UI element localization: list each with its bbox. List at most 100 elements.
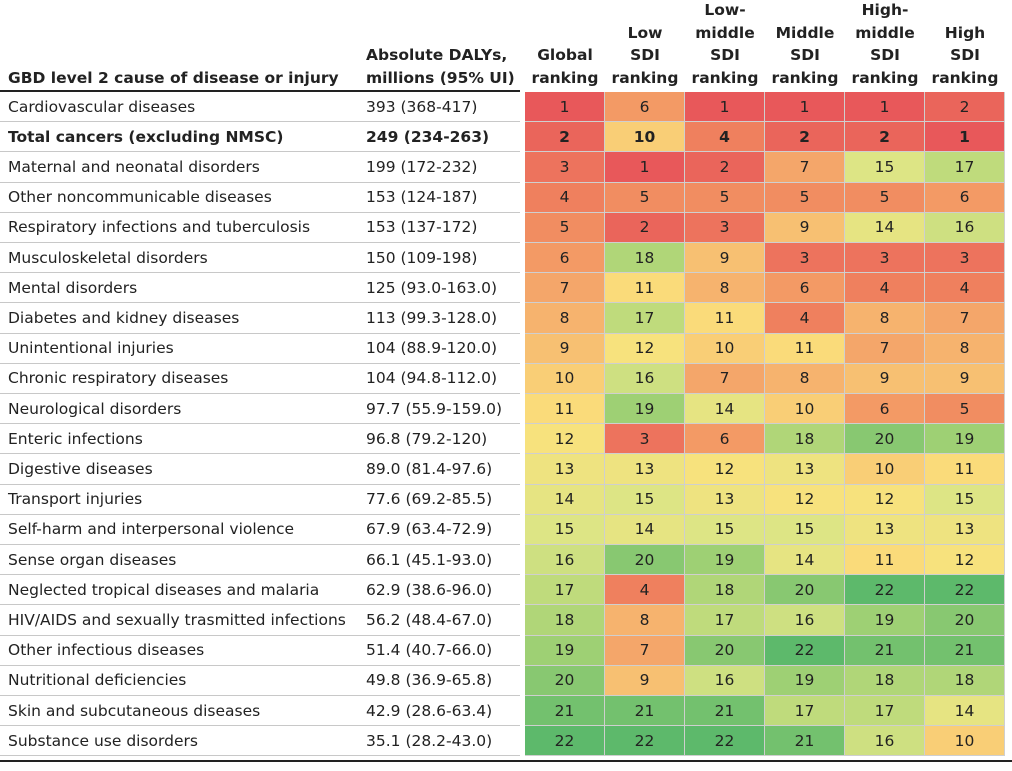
rank-cell: 12 (605, 333, 685, 364)
rank-cell: 20 (925, 605, 1005, 636)
rank-cell: 14 (525, 484, 605, 515)
rank-cell: 13 (685, 484, 765, 515)
rank-cell: 17 (605, 303, 685, 334)
rank-cell: 3 (845, 243, 925, 274)
rank-cell: 11 (925, 454, 1005, 485)
rank-cell: 6 (525, 243, 605, 274)
rank-cell: 12 (685, 454, 765, 485)
cause-label: Cardiovascular diseases (0, 92, 358, 123)
rank-cell: 2 (525, 122, 605, 153)
rank-cell: 1 (605, 152, 685, 183)
rank-cell: 19 (685, 545, 765, 576)
dalys-value: 66.1 (45.1-93.0) (358, 545, 520, 576)
rank-cell: 10 (685, 333, 765, 364)
rank-cell: 10 (925, 726, 1005, 757)
rank-cell: 21 (685, 696, 765, 727)
rank-cell: 5 (605, 182, 685, 213)
rank-cell: 15 (925, 484, 1005, 515)
rank-cell: 20 (845, 424, 925, 455)
rule (0, 90, 520, 92)
rank-cell: 16 (845, 726, 925, 757)
rank-cell: 17 (685, 605, 765, 636)
dalys-value: 51.4 (40.7-66.0) (358, 636, 520, 666)
rank-cell: 15 (525, 514, 605, 545)
cause-label: Maternal and neonatal disorders (0, 152, 358, 183)
rank-cell: 16 (685, 665, 765, 696)
rank-cell: 5 (525, 212, 605, 243)
rank-cell: 3 (605, 424, 685, 455)
rank-cell: 10 (845, 454, 925, 485)
rank-cell: 4 (925, 273, 1005, 304)
rank-cell: 9 (765, 212, 845, 243)
rank-cell: 9 (605, 665, 685, 696)
dalys-value: 77.6 (69.2-85.5) (358, 485, 520, 515)
rank-cell: 18 (525, 605, 605, 636)
rank-cell: 3 (925, 243, 1005, 274)
rank-cell: 10 (525, 363, 605, 394)
rank-cell: 22 (605, 726, 685, 757)
rank-cell: 6 (605, 92, 685, 123)
dalys-value: 104 (94.8-112.0) (358, 364, 520, 394)
cause-label: Unintentional injuries (0, 334, 358, 364)
rank-cell: 7 (765, 152, 845, 183)
rank-cell: 18 (925, 665, 1005, 696)
rank-cell: 9 (525, 333, 605, 364)
rank-cell: 1 (765, 92, 845, 123)
column-header: Middle SDI ranking (771, 23, 839, 87)
cause-label: Mental disorders (0, 273, 358, 304)
column-header: Absolute DALYs, millions (95% UI) (366, 46, 515, 87)
cause-label: Nutritional deficiencies (0, 666, 358, 696)
rank-cell: 13 (765, 454, 845, 485)
rank-cell: 18 (685, 575, 765, 606)
rank-cell: 7 (845, 333, 925, 364)
dalys-value: 249 (234-263) (358, 122, 520, 153)
dalys-value: 35.1 (28.2-43.0) (358, 726, 520, 757)
dalys-value: 96.8 (79.2-120) (358, 424, 520, 455)
dalys-value: 393 (368-417) (358, 92, 520, 123)
column-header: GBD level 2 cause of disease or injury (8, 68, 339, 87)
rank-cell: 4 (525, 182, 605, 213)
rank-cell: 9 (845, 363, 925, 394)
rank-cell: 17 (845, 696, 925, 727)
rank-cell: 4 (605, 575, 685, 606)
rank-cell: 13 (605, 454, 685, 485)
rank-cell: 21 (765, 726, 845, 757)
cause-label: Skin and subcutaneous diseases (0, 696, 358, 727)
dalys-value: 49.8 (36.9-65.8) (358, 666, 520, 696)
rank-cell: 3 (525, 152, 605, 183)
rank-cell: 13 (525, 454, 605, 485)
rank-cell: 20 (525, 665, 605, 696)
rank-cell: 8 (685, 273, 765, 304)
rank-cell: 11 (605, 273, 685, 304)
cause-label: Sense organ diseases (0, 545, 358, 576)
rank-cell: 21 (525, 696, 605, 727)
rank-cell: 14 (685, 394, 765, 425)
rank-cell: 2 (765, 122, 845, 153)
rank-cell: 14 (845, 212, 925, 243)
rank-cell: 17 (925, 152, 1005, 183)
rank-cell: 4 (845, 273, 925, 304)
rank-cell: 8 (845, 303, 925, 334)
rank-cell: 20 (765, 575, 845, 606)
rank-cell: 9 (925, 363, 1005, 394)
rank-cell: 11 (685, 303, 765, 334)
rank-cell: 19 (925, 424, 1005, 455)
cause-label: Enteric infections (0, 424, 358, 455)
cause-label: Substance use disorders (0, 726, 358, 757)
cause-label: HIV/AIDS and sexually trasmitted infecti… (0, 605, 358, 636)
rank-cell: 11 (525, 394, 605, 425)
rank-cell: 15 (605, 484, 685, 515)
cause-label: Digestive diseases (0, 454, 358, 485)
rank-cell: 7 (605, 635, 685, 666)
rank-cell: 7 (685, 363, 765, 394)
rank-cell: 19 (765, 665, 845, 696)
cause-label: Musculoskeletal disorders (0, 243, 358, 274)
rank-cell: 2 (605, 212, 685, 243)
cause-label: Other infectious diseases (0, 636, 358, 666)
rank-cell: 8 (765, 363, 845, 394)
cause-label: Diabetes and kidney diseases (0, 303, 358, 334)
rank-cell: 8 (925, 333, 1005, 364)
rank-cell: 12 (765, 484, 845, 515)
rank-cell: 19 (845, 605, 925, 636)
rank-cell: 20 (605, 545, 685, 576)
